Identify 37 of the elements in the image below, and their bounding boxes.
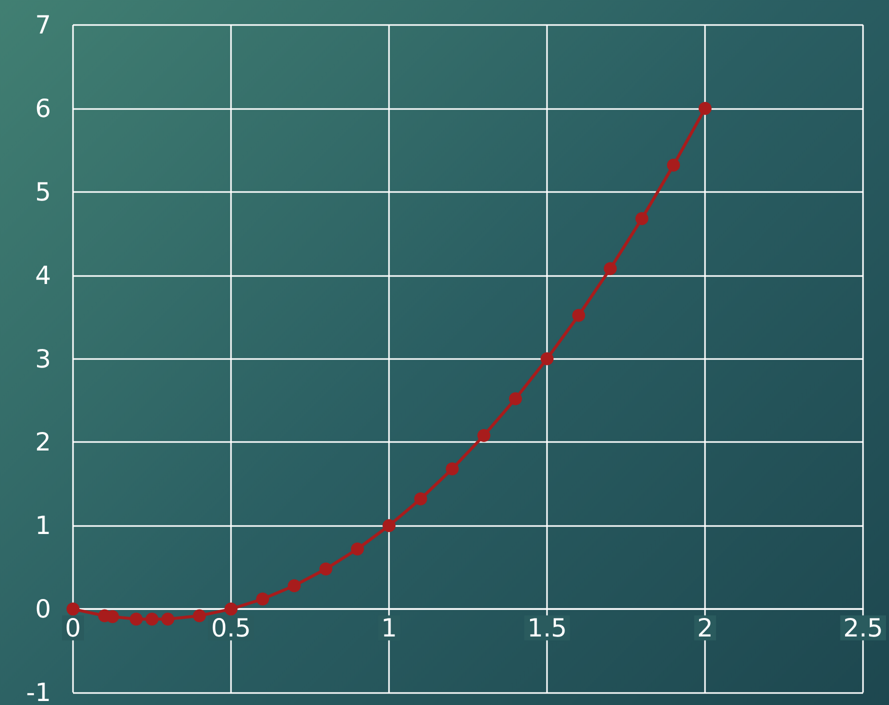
point [319, 562, 332, 576]
point [161, 612, 174, 626]
point [382, 519, 396, 532]
x-tick-label: 0 [65, 613, 81, 642]
point [698, 102, 712, 115]
point [66, 602, 80, 616]
point [192, 609, 206, 622]
x-tick-label: 2 [697, 613, 714, 642]
point [130, 612, 143, 626]
x-tick-label: 1 [381, 613, 397, 642]
y-tick-label: 4 [35, 260, 51, 290]
point [288, 579, 301, 592]
y-tick-label: 0 [35, 594, 51, 624]
point [350, 542, 364, 556]
point [508, 392, 522, 406]
y-tick-label: 2 [35, 428, 51, 457]
y-tick-label: 5 [35, 177, 51, 206]
point [256, 592, 270, 606]
point [146, 612, 159, 626]
y-tick-label: 6 [35, 94, 51, 123]
point [572, 308, 586, 322]
point [477, 429, 490, 442]
x-tick-label: 1.5 [527, 613, 567, 642]
point [635, 212, 648, 226]
x-tick-label: 2.5 [843, 613, 884, 642]
point [446, 462, 459, 476]
y-tick-label: 1 [35, 511, 51, 540]
point [106, 610, 120, 624]
y-tick-label: -1 [26, 678, 51, 705]
point [224, 602, 238, 616]
point [604, 262, 617, 276]
point [540, 352, 554, 366]
x-tick-label: 0.5 [211, 613, 251, 642]
y-tick-label: 7 [35, 10, 51, 40]
point [414, 492, 428, 506]
y-tick-label: 3 [35, 344, 51, 374]
point [667, 158, 680, 172]
